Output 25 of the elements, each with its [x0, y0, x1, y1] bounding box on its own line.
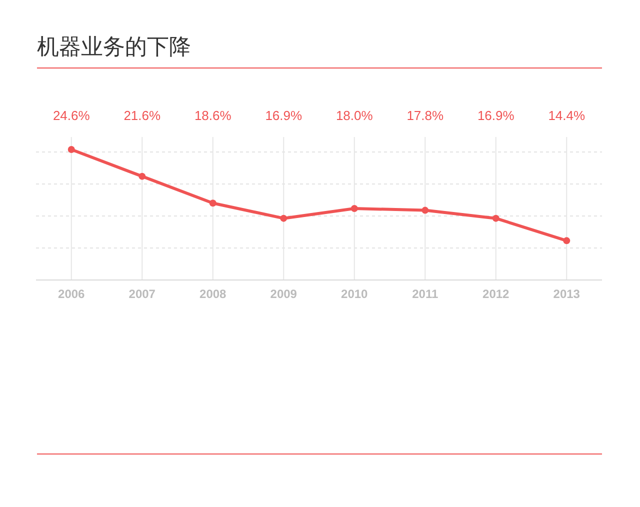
point: [563, 237, 570, 244]
title: 机器业务的下降: [37, 34, 191, 59]
point: [422, 206, 429, 214]
data-label: 14.4%: [548, 108, 586, 123]
point: [280, 214, 288, 222]
point: [68, 146, 75, 154]
x-tick-label: 2010: [341, 287, 368, 301]
data-label: 17.8%: [406, 108, 444, 123]
x-tick-label: 2013: [553, 287, 580, 301]
point: [350, 205, 358, 212]
data-label: 18.6%: [194, 108, 232, 123]
data-label: 21.6%: [124, 108, 161, 123]
x-tick-label: 2007: [128, 287, 156, 301]
data-label: 16.9%: [265, 108, 302, 123]
point: [138, 172, 146, 180]
x-tick-label: 2008: [200, 287, 227, 301]
x-tick-label: 2009: [270, 287, 298, 301]
data-label: 16.9%: [477, 108, 515, 123]
point: [209, 200, 216, 207]
x-tick-label: 2012: [482, 287, 510, 301]
x-tick-label: 2011: [412, 287, 438, 301]
point: [492, 214, 500, 222]
x-tick-label: 2006: [58, 287, 86, 301]
data-label: 24.6%: [52, 108, 90, 123]
data-label: 18.0%: [336, 108, 374, 123]
